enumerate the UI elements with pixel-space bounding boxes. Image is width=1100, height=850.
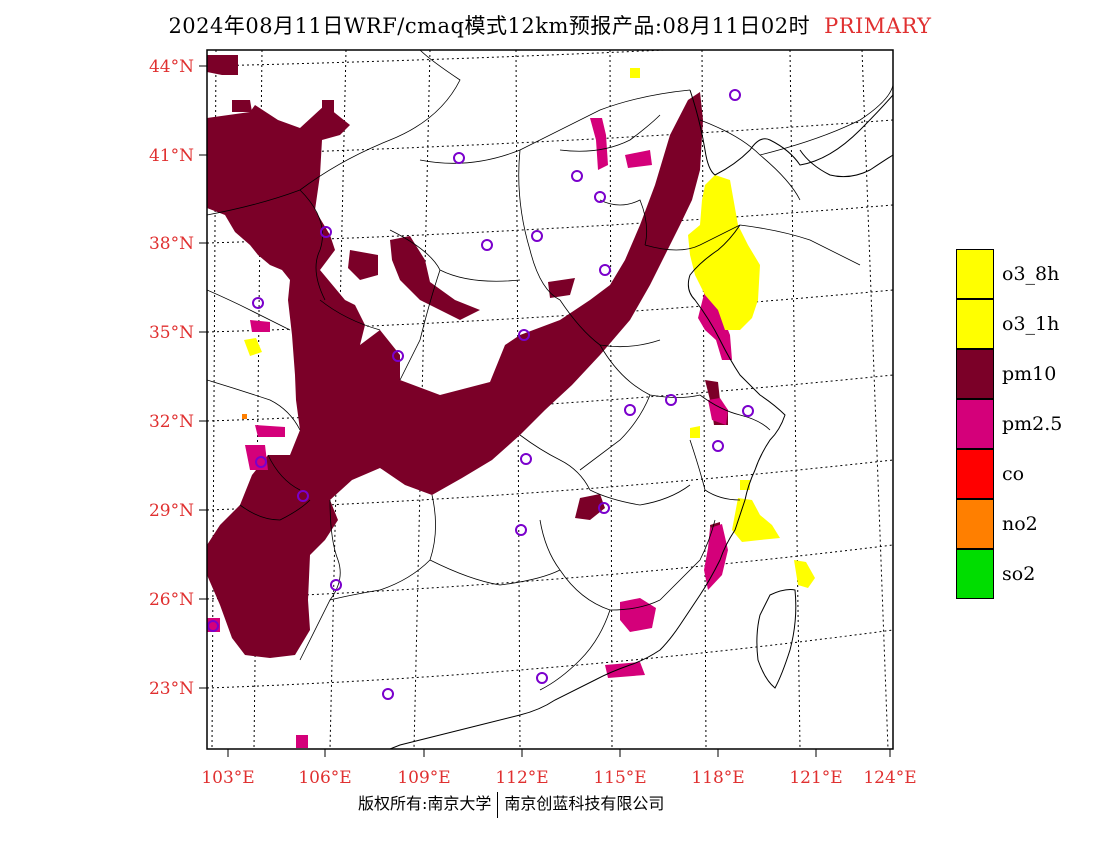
pm25-region (207, 118, 732, 748)
lon-axis: 103°E 106°E 109°E 112°E 115°E 118°E 121°… (201, 749, 917, 788)
legend-item: so2 (956, 549, 1076, 599)
legend-label: o3_8h (1002, 263, 1060, 285)
legend-item: o3_1h (956, 299, 1076, 349)
lat-label: 35°N (149, 323, 194, 343)
lat-label: 26°N (149, 590, 194, 610)
legend-swatch (956, 249, 994, 299)
lon-label: 118°E (691, 768, 744, 788)
lat-label: 41°N (149, 146, 194, 166)
legend-item: no2 (956, 499, 1076, 549)
no2-spot (242, 414, 247, 419)
legend-swatch (956, 549, 994, 599)
o3-region (244, 68, 815, 588)
legend-swatch (956, 399, 994, 449)
legend-label: co (1002, 463, 1025, 485)
pollutant-legend: o3_8h o3_1h pm10 pm2.5 co no2 so2 (956, 249, 1076, 599)
legend-label: pm10 (1002, 363, 1057, 385)
legend-item: co (956, 449, 1076, 499)
lon-label: 115°E (593, 768, 646, 788)
legend-item: pm10 (956, 349, 1076, 399)
lat-label: 23°N (149, 679, 194, 699)
lat-label: 44°N (149, 57, 194, 77)
legend-label: o3_1h (1002, 313, 1060, 335)
lat-axis: 44°N 41°N 38°N 35°N 32°N 29°N 26°N 23°N (149, 57, 207, 699)
province-boundaries (207, 50, 893, 691)
lon-label: 121°E (789, 768, 842, 788)
coastline (389, 89, 893, 749)
map-frame (206, 49, 894, 750)
copyright-right: 南京创蓝科技有限公司 (504, 794, 665, 813)
map-title: 2024年08月11日WRF/cmaq模式12km预报产品:08月11日02时 P… (0, 10, 1100, 40)
lat-label: 32°N (149, 412, 194, 432)
primary-tag: PRIMARY (824, 14, 932, 38)
copyright-footer: 版权所有:南京大学 南京创蓝科技有限公司 (358, 790, 758, 818)
legend-label: so2 (1002, 563, 1036, 585)
legend-item: o3_8h (956, 249, 1076, 299)
legend-swatch (956, 499, 994, 549)
lon-label: 124°E (863, 768, 916, 788)
legend-label: no2 (1002, 513, 1038, 535)
lat-label: 38°N (149, 234, 194, 254)
legend-item: pm2.5 (956, 399, 1076, 449)
lat-label: 29°N (149, 501, 194, 521)
title-text: 2024年08月11日WRF/cmaq模式12km预报产品:08月11日02时 (168, 14, 811, 38)
lon-label: 106°E (298, 768, 351, 788)
legend-swatch (956, 349, 994, 399)
lon-label: 109°E (397, 768, 450, 788)
lon-label: 103°E (201, 768, 254, 788)
legend-label: pm2.5 (1002, 413, 1063, 435)
copyright-left: 版权所有:南京大学 (358, 794, 492, 813)
footer-separator (497, 791, 499, 818)
city-markers (207, 89, 754, 700)
legend-swatch (956, 299, 994, 349)
lon-label: 112°E (495, 768, 548, 788)
legend-swatch (956, 449, 994, 499)
